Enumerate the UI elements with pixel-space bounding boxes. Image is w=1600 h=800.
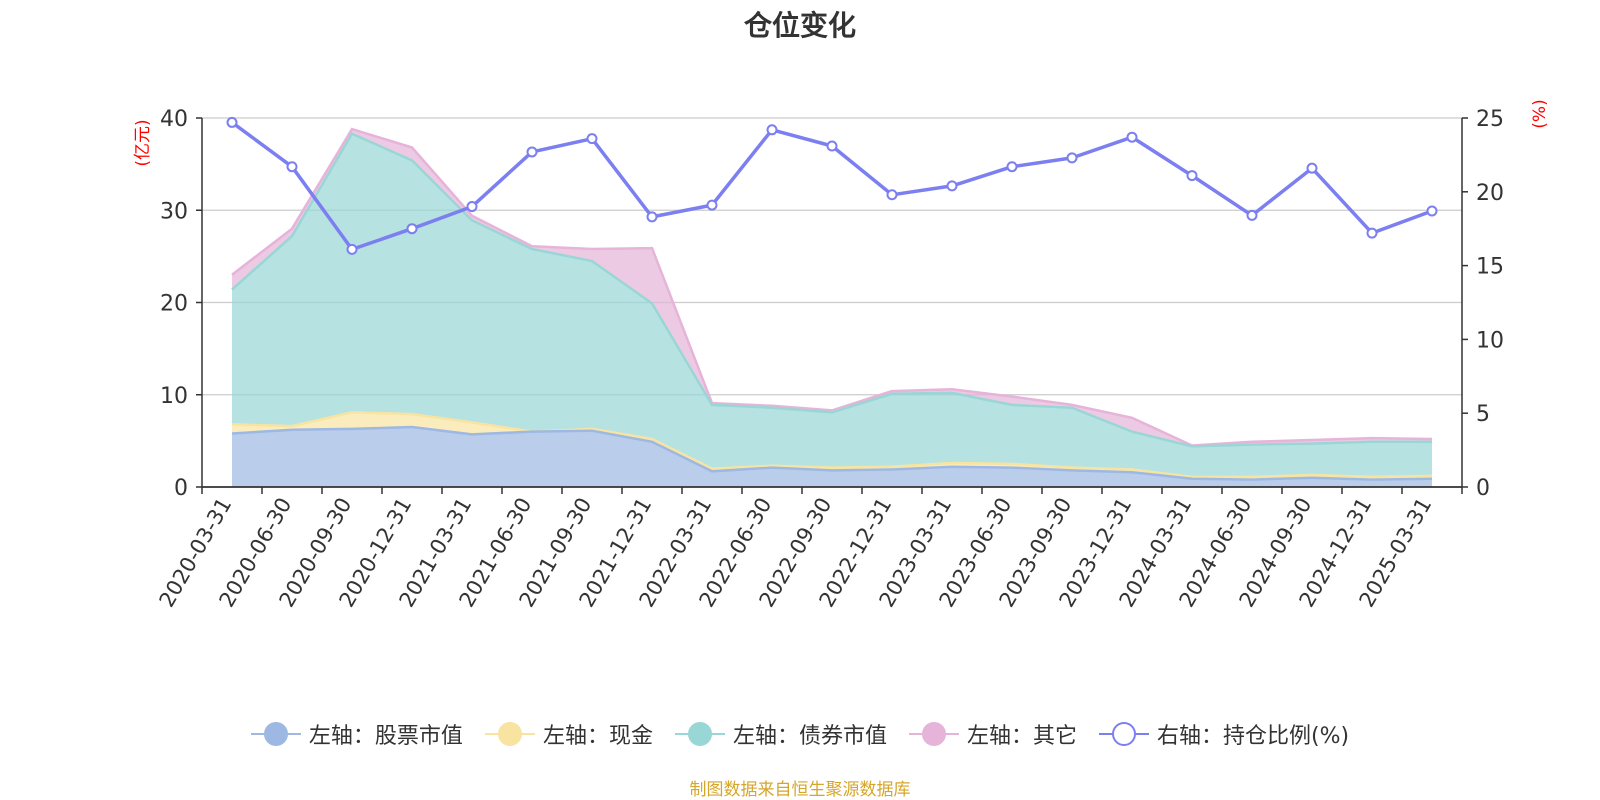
ratio-point xyxy=(826,140,838,152)
right-tick-label: 0 xyxy=(1476,476,1490,501)
ratio-point xyxy=(766,124,778,136)
area-cash-edge xyxy=(231,411,1433,479)
chart-title: 仓位变化 xyxy=(743,9,856,42)
left-tick-label: 0 xyxy=(174,476,188,501)
legend-marker-cash-icon xyxy=(484,719,535,749)
ratio-point xyxy=(646,211,658,223)
ratio-point xyxy=(946,180,958,192)
legend-label: 左轴：现金 xyxy=(542,724,653,749)
legend-item-other[interactable]: 左轴：其它 xyxy=(908,718,1077,750)
source-note: 制图数据来自恒生聚源数据库 xyxy=(689,780,911,800)
legend-label: 左轴：债券市值 xyxy=(732,724,887,749)
right-axis-unit: (%) xyxy=(1530,99,1550,128)
ratio-point xyxy=(1246,209,1258,221)
left-axis-unit: (亿元) xyxy=(133,119,153,166)
legend-marker-stock-icon xyxy=(250,719,301,749)
ratio-point xyxy=(1126,131,1138,143)
left-tick-label: 40 xyxy=(160,107,188,132)
ratio-point xyxy=(1006,161,1018,173)
legend-marker-ratio-icon xyxy=(1098,719,1149,749)
area-bond xyxy=(232,133,1432,477)
ratio-point xyxy=(1426,205,1438,217)
ratio-point xyxy=(346,243,358,255)
right-tick-label: 5 xyxy=(1476,402,1490,427)
ratio-point xyxy=(226,116,238,128)
chart-legend: 左轴：股票市值 左轴：现金 左轴：债券市值 左轴：其它 右轴：持仓比例(%) xyxy=(0,718,1600,750)
ratio-point xyxy=(1186,170,1198,182)
ratio-point xyxy=(286,161,298,173)
area-stock-edge xyxy=(231,425,1433,481)
legend-item-ratio[interactable]: 右轴：持仓比例(%) xyxy=(1098,718,1350,750)
area-bond-edge xyxy=(231,132,1432,448)
ratio-point xyxy=(1306,162,1318,174)
ratio-point xyxy=(586,133,598,145)
legend-label: 右轴：持仓比例(%) xyxy=(1156,724,1350,749)
ratio-point xyxy=(706,199,718,211)
ratio-point xyxy=(886,189,898,201)
ratio-point xyxy=(466,201,478,213)
right-tick-label: 15 xyxy=(1476,255,1504,280)
area-cash xyxy=(232,412,1432,480)
left-tick-label: 30 xyxy=(160,199,188,224)
ratio-point xyxy=(406,223,418,235)
area-stock xyxy=(232,427,1432,487)
right-tick-label: 20 xyxy=(1476,181,1504,206)
legend-item-bond[interactable]: 左轴：债券市值 xyxy=(674,718,887,750)
legend-marker-bond-icon xyxy=(674,719,725,749)
legend-item-cash[interactable]: 左轴：现金 xyxy=(484,718,653,750)
legend-item-stock[interactable]: 左轴：股票市值 xyxy=(250,718,463,750)
legend-marker-other-icon xyxy=(908,719,959,749)
left-tick-label: 10 xyxy=(160,384,188,409)
legend-label: 左轴：股票市值 xyxy=(308,724,463,749)
ratio-point xyxy=(526,146,538,158)
right-tick-label: 10 xyxy=(1476,328,1504,353)
area-other-edge xyxy=(231,127,1433,447)
right-tick-label: 25 xyxy=(1476,107,1504,132)
legend-label: 左轴：其它 xyxy=(966,724,1077,749)
left-tick-label: 20 xyxy=(160,292,188,317)
ratio-point xyxy=(1366,227,1378,239)
ratio-point xyxy=(1066,152,1078,164)
